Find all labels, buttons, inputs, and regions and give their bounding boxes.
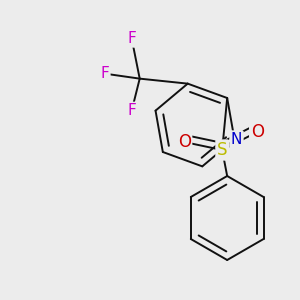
Text: O: O xyxy=(251,123,264,141)
Text: S: S xyxy=(217,141,227,159)
Text: F: F xyxy=(127,31,136,46)
Text: O: O xyxy=(178,133,191,151)
Text: F: F xyxy=(127,103,136,118)
Text: N: N xyxy=(231,132,242,147)
Text: F: F xyxy=(100,66,109,81)
